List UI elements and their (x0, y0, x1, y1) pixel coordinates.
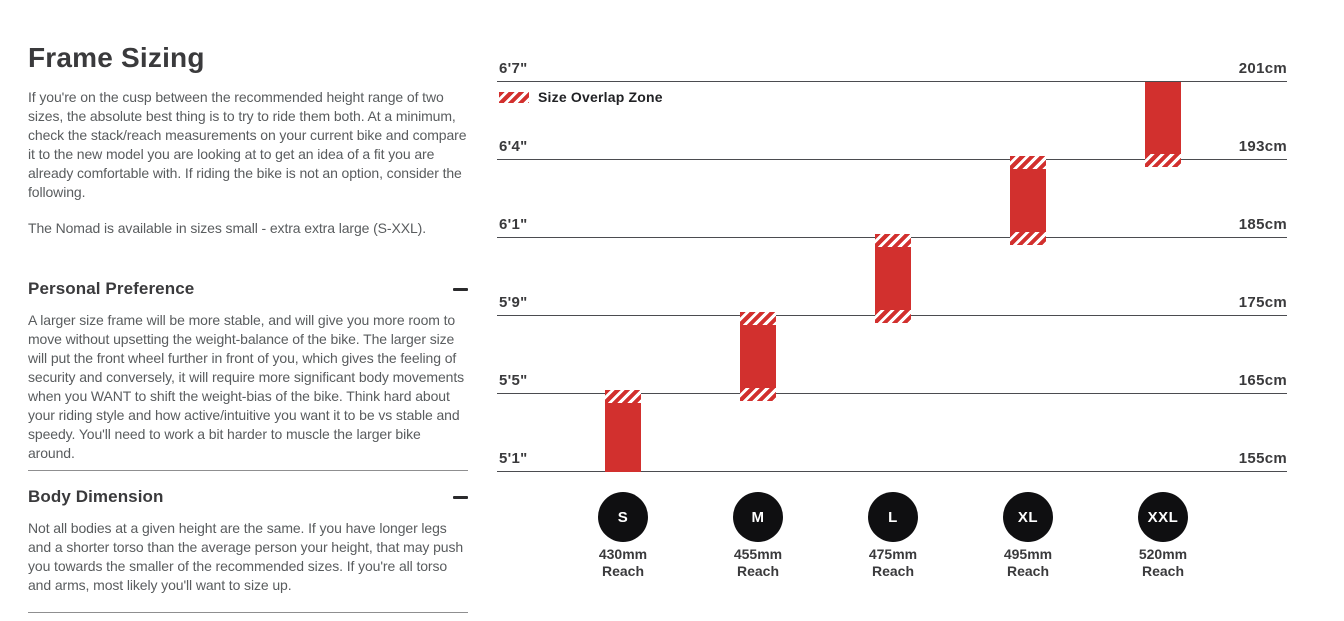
section-divider (28, 612, 468, 613)
height-label-imperial: 5'9" (499, 294, 528, 311)
size-overlap-swatch-icon (499, 91, 529, 103)
overlap-zone-bottom (1010, 232, 1046, 245)
chart-legend: Size Overlap Zone (499, 89, 663, 105)
height-gridline (497, 81, 1287, 82)
personal-preference-paragraph: A larger size frame will be more stable,… (28, 312, 465, 461)
accordion-header-personal-preference[interactable]: Personal Preference (28, 279, 468, 299)
collapse-minus-icon[interactable] (453, 287, 468, 291)
height-label-imperial: 6'4" (499, 138, 528, 155)
accordion-header-body-dimension[interactable]: Body Dimension (28, 487, 468, 507)
reach-label-xl: 495mm Reach (1003, 546, 1053, 579)
overlap-zone-bottom (1145, 154, 1181, 167)
height-label-metric: 175cm (1238, 294, 1287, 311)
frame-sizing-chart: Size Overlap Zone 6'7" 201cm 6'4" 193cm 6'1"… (497, 0, 1287, 621)
size-range-bar (740, 325, 776, 388)
size-bar-l (875, 234, 911, 323)
section-heading: Body Dimension (28, 487, 164, 506)
height-label-imperial: 6'1" (499, 216, 528, 233)
size-bar-xxl (1145, 82, 1181, 167)
overlap-zone-top (740, 312, 776, 325)
reach-label-s: 430mm Reach (598, 546, 648, 579)
body-dimension-paragraph: Not all bodies at a given height are the… (28, 520, 464, 593)
height-gridline (497, 471, 1287, 472)
size-bar-xl (1010, 156, 1046, 245)
size-letter: M (751, 508, 765, 526)
size-circle-xxl: XXL (1138, 492, 1188, 542)
size-circle-l: L (868, 492, 918, 542)
size-letter: L (888, 508, 898, 526)
size-bar-m (740, 312, 776, 401)
section-heading: Personal Preference (28, 279, 195, 298)
collapse-minus-icon[interactable] (453, 495, 468, 499)
overlap-zone-top (875, 234, 911, 247)
height-label-imperial: 5'5" (499, 372, 528, 389)
legend-label: Size Overlap Zone (538, 89, 663, 105)
reach-label-l: 475mm Reach (868, 546, 918, 579)
size-range-bar (1145, 82, 1181, 154)
size-bar-s (605, 390, 641, 472)
sizing-info-column: Frame Sizing If you're on the cusp betwe… (28, 42, 468, 613)
height-gridline (497, 393, 1287, 394)
section-divider (28, 470, 468, 471)
height-label-metric: 165cm (1238, 372, 1287, 389)
height-gridline (497, 159, 1287, 160)
size-circle-xl: XL (1003, 492, 1053, 542)
height-label-metric: 193cm (1238, 138, 1287, 155)
height-label-metric: 155cm (1238, 450, 1287, 467)
height-label-metric: 185cm (1238, 216, 1287, 233)
size-letter: S (617, 508, 629, 526)
height-label-metric: 201cm (1238, 60, 1287, 77)
reach-label-xxl: 520mm Reach (1138, 546, 1188, 579)
overlap-zone-bottom (875, 310, 911, 323)
size-letter: XXL (1147, 508, 1179, 526)
size-range-bar (1010, 169, 1046, 232)
availability-paragraph: The Nomad is available in sizes small - … (28, 220, 426, 236)
size-circle-m: M (733, 492, 783, 542)
reach-label-m: 455mm Reach (733, 546, 783, 579)
size-range-bar (875, 247, 911, 310)
overlap-zone-top (1010, 156, 1046, 169)
height-label-imperial: 6'7" (499, 60, 528, 77)
page-title: Frame Sizing (28, 42, 205, 73)
overlap-zone-top (605, 390, 641, 403)
overlap-zone-bottom (740, 388, 776, 401)
size-circle-s: S (598, 492, 648, 542)
height-label-imperial: 5'1" (499, 450, 528, 467)
size-range-bar (605, 403, 641, 472)
intro-paragraph: If you're on the cusp between the recomm… (28, 89, 467, 200)
size-letter: XL (1017, 508, 1039, 526)
